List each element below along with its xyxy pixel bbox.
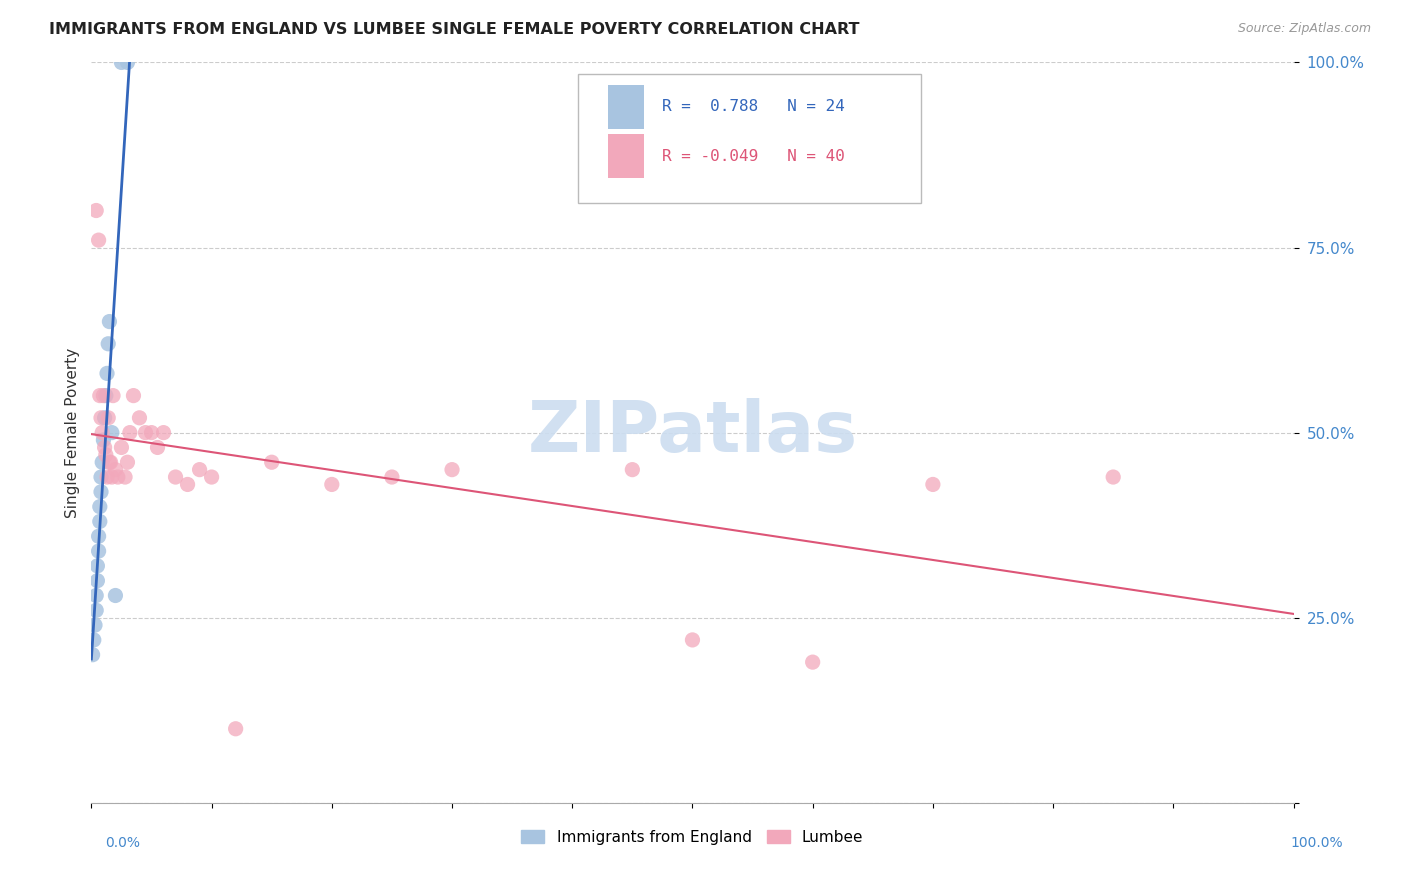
Point <box>101 470 124 484</box>
Point <box>128 410 150 425</box>
Point <box>89 515 111 529</box>
Point <box>86 558 108 573</box>
Point <box>201 470 224 484</box>
Point <box>91 425 114 440</box>
Point <box>93 433 115 447</box>
Legend: Immigrants from England, Lumbee: Immigrants from England, Lumbee <box>516 823 869 851</box>
Point <box>90 410 112 425</box>
Point <box>97 410 120 425</box>
Y-axis label: Single Female Poverty: Single Female Poverty <box>65 348 80 517</box>
Point <box>84 203 107 218</box>
Point <box>146 441 169 455</box>
Point <box>93 410 115 425</box>
Point <box>94 388 117 402</box>
Point <box>621 462 644 476</box>
Point <box>107 470 129 484</box>
Point <box>117 55 139 70</box>
Bar <box>609 134 644 178</box>
Point <box>82 648 104 662</box>
Text: 0.0%: 0.0% <box>105 836 141 850</box>
Point <box>440 462 463 476</box>
Point <box>101 388 124 402</box>
Bar <box>609 85 644 129</box>
Point <box>91 455 114 469</box>
Point <box>90 484 112 499</box>
Text: Source: ZipAtlas.com: Source: ZipAtlas.com <box>1237 22 1371 36</box>
Point <box>90 470 112 484</box>
Point <box>114 470 136 484</box>
FancyBboxPatch shape <box>578 73 921 203</box>
Point <box>134 425 156 440</box>
Point <box>87 529 110 543</box>
Point <box>98 314 121 328</box>
Point <box>104 462 127 476</box>
Point <box>141 425 163 440</box>
Point <box>101 425 124 440</box>
Text: R = -0.049   N = 40: R = -0.049 N = 40 <box>662 149 845 164</box>
Point <box>84 589 107 603</box>
Point <box>89 388 111 402</box>
Point <box>93 441 115 455</box>
Point <box>83 632 105 647</box>
Point <box>98 455 121 469</box>
Point <box>176 477 198 491</box>
Text: 100.0%: 100.0% <box>1291 836 1343 850</box>
Point <box>96 470 118 484</box>
Point <box>100 455 122 469</box>
Point <box>321 477 343 491</box>
Point <box>84 603 107 617</box>
Point <box>89 500 111 514</box>
Point <box>165 470 187 484</box>
Text: ZIPatlas: ZIPatlas <box>527 398 858 467</box>
Point <box>152 425 174 440</box>
Point <box>110 55 132 70</box>
Text: R =  0.788   N = 24: R = 0.788 N = 24 <box>662 99 845 114</box>
Point <box>260 455 283 469</box>
Point <box>93 388 115 402</box>
Point <box>118 425 141 440</box>
Point <box>104 589 127 603</box>
Point <box>381 470 404 484</box>
Point <box>84 618 107 632</box>
Point <box>87 233 110 247</box>
Point <box>122 388 145 402</box>
Point <box>225 722 247 736</box>
Point <box>110 441 132 455</box>
Point <box>117 455 139 469</box>
Point <box>1102 470 1125 484</box>
Point <box>94 448 117 462</box>
Point <box>188 462 211 476</box>
Text: IMMIGRANTS FROM ENGLAND VS LUMBEE SINGLE FEMALE POVERTY CORRELATION CHART: IMMIGRANTS FROM ENGLAND VS LUMBEE SINGLE… <box>49 22 859 37</box>
Point <box>86 574 108 588</box>
Point <box>87 544 110 558</box>
Point <box>801 655 824 669</box>
Point <box>96 367 118 381</box>
Point <box>97 336 120 351</box>
Point <box>681 632 703 647</box>
Point <box>922 477 945 491</box>
